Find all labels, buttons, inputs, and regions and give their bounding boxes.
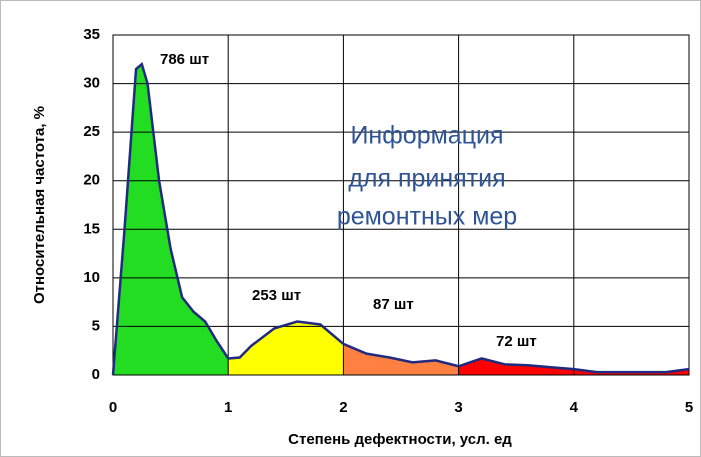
note-text: Информация	[350, 122, 503, 150]
area-fill	[458, 358, 689, 375]
area-fill	[228, 321, 344, 375]
y-tick-label: 5	[92, 317, 100, 334]
area-fill	[113, 64, 229, 376]
x-tick-label: 0	[109, 399, 117, 416]
annotation: 87 шт	[373, 296, 414, 313]
y-tick-label: 30	[83, 75, 100, 92]
x-axis-label: Степень дефектности, усл. ед	[288, 431, 512, 448]
area-line	[342, 342, 459, 368]
annotation: 253 шт	[252, 287, 301, 304]
x-tick-label: 5	[685, 399, 693, 416]
y-tick-label: 0	[92, 366, 100, 383]
y-tick-label: 10	[83, 269, 100, 286]
annotation: 786 шт	[160, 51, 209, 68]
note-text: для принятия	[348, 165, 505, 193]
x-tick-label: 3	[454, 399, 462, 416]
x-tick-label: 2	[339, 399, 347, 416]
area-line	[111, 61, 230, 376]
y-tick-label: 25	[83, 123, 100, 140]
y-tick-label: 35	[83, 26, 100, 43]
y-axis-label: Относительная частота, %	[31, 106, 48, 304]
area-line	[458, 357, 690, 374]
x-tick-label: 4	[570, 399, 579, 416]
area-line	[228, 320, 345, 360]
note-text: ремонтных мер	[337, 203, 517, 231]
y-tick-label: 20	[83, 172, 100, 189]
plot-border	[112, 34, 690, 376]
annotation: 72 шт	[496, 333, 537, 350]
x-tick-label: 1	[224, 399, 232, 416]
y-tick-label: 15	[83, 220, 100, 237]
area-fill	[343, 343, 459, 375]
